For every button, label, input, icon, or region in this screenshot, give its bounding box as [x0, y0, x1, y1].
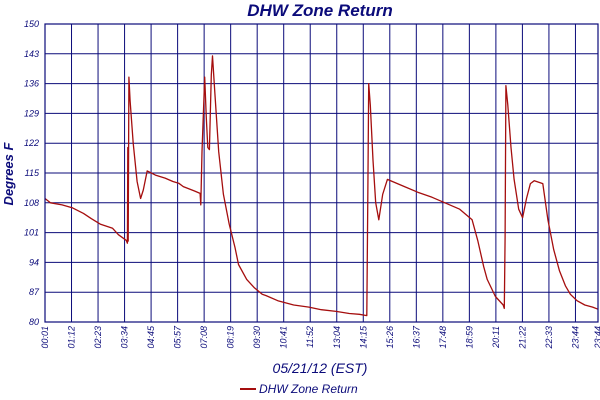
- y-tick-label: 108: [24, 198, 39, 208]
- x-tick-label: 20:11: [491, 326, 501, 349]
- x-tick-label: 23:44: [593, 326, 600, 350]
- y-tick-label: 150: [24, 19, 39, 29]
- x-tick-label: 05:57: [173, 325, 183, 349]
- y-tick-label: 87: [29, 287, 40, 297]
- x-tick-label: 22:33: [544, 326, 554, 350]
- x-tick-label: 21:22: [517, 326, 527, 350]
- x-tick-label: 16:37: [411, 325, 421, 349]
- y-tick-label: 101: [24, 228, 39, 238]
- y-tick-label: 129: [24, 108, 39, 118]
- x-tick-label: 03:34: [120, 326, 130, 349]
- chart-title: DHW Zone Return: [247, 1, 392, 20]
- x-tick-label: 01:12: [67, 326, 77, 349]
- x-tick-label: 11:52: [305, 326, 315, 348]
- x-tick-label: 07:08: [199, 326, 209, 349]
- x-tick-label: 08:19: [226, 326, 236, 349]
- series-line-dhw-zone-return: [44, 55, 599, 317]
- y-tick-label: 143: [24, 49, 39, 59]
- x-tick-label: 14:15: [358, 325, 368, 349]
- y-axis-label: Degrees F: [1, 142, 16, 206]
- legend: DHW Zone Return: [240, 382, 358, 396]
- x-axis-label: 05/21/12 (EST): [273, 360, 368, 376]
- y-tick-label: 136: [24, 79, 39, 89]
- x-tick-label: 23:44: [570, 326, 580, 350]
- x-tick-label: 00:01: [40, 326, 50, 349]
- plot-frame: [44, 23, 599, 323]
- y-tick-label: 80: [29, 317, 39, 327]
- x-tick-label: 02:23: [93, 326, 103, 349]
- y-tick-label: 122: [24, 138, 39, 148]
- y-tick-label: 115: [25, 168, 40, 178]
- x-tick-label: 10:41: [279, 326, 289, 349]
- x-tick-label: 18:59: [464, 326, 474, 349]
- x-tick-labels: 00:01 01:12 02:23 03:34 04:45 05:57 07:08 08:19…: [40, 325, 600, 350]
- legend-label: DHW Zone Return: [259, 382, 358, 396]
- x-tick-label: 17:48: [438, 326, 448, 349]
- x-tick-label: 13:04: [332, 326, 342, 349]
- x-tick-label: 09:30: [252, 326, 262, 349]
- y-tick-labels: 80 87 94 101 108 115 122 129 136 143 150: [24, 19, 40, 327]
- x-tick-label: 04:45: [146, 325, 156, 349]
- x-tick-label: 15:26: [385, 326, 395, 349]
- series-layer: [44, 55, 599, 317]
- y-tick-label: 94: [29, 257, 39, 267]
